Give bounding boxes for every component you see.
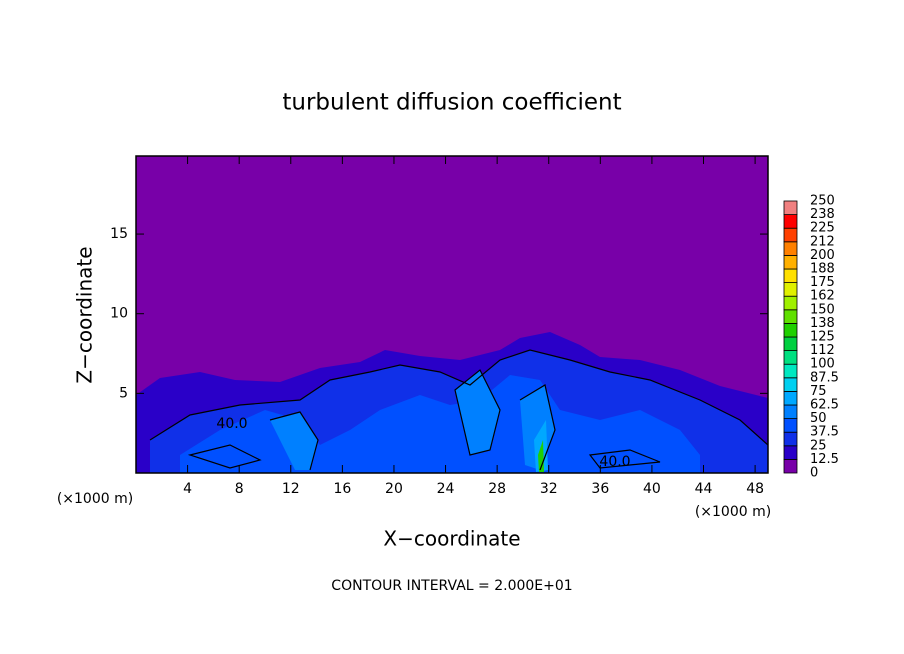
colorbar-label: 87.5 <box>810 370 839 385</box>
x-tick-label: 36 <box>591 481 609 497</box>
colorbar-label: 12.5 <box>810 452 839 467</box>
colorbar-box <box>783 418 798 433</box>
colorbar-label: 162 <box>810 289 835 304</box>
y-tick-label: 10 <box>110 306 128 322</box>
x-tick-label: 28 <box>488 481 506 497</box>
colorbar-label: 175 <box>810 275 835 290</box>
colorbar-label: 50 <box>810 411 827 426</box>
colorbar-box <box>783 254 798 270</box>
field-region <box>270 370 555 470</box>
colorbar-label: 62.5 <box>810 398 839 413</box>
colorbar-label: 212 <box>810 234 835 249</box>
colorbar-label: 200 <box>810 248 835 263</box>
y-axis-label: Z−coordinate <box>73 246 97 383</box>
x-tick-label: 48 <box>746 481 764 497</box>
contour-label: 40.0 <box>216 416 247 432</box>
colorbar-label: 75 <box>810 384 827 399</box>
colorbar-box <box>783 214 798 229</box>
x-tick-label: 24 <box>437 481 455 497</box>
colorbar-box <box>783 268 798 284</box>
colorbar-box <box>783 377 798 392</box>
colorbar-box <box>783 282 798 297</box>
colorbar-label: 37.5 <box>810 425 839 440</box>
colorbar-label: 138 <box>810 316 835 331</box>
y-unit-label: (×1000 m) <box>57 491 133 507</box>
colorbar-box <box>783 241 798 256</box>
x-tick-label: 20 <box>385 481 403 497</box>
colorbar-label: 25 <box>810 438 827 453</box>
colorbar-label: 238 <box>810 207 835 222</box>
field <box>136 332 768 473</box>
colorbar-label: 188 <box>810 262 835 277</box>
colorbar-box <box>783 404 798 420</box>
colorbar-box <box>783 445 798 460</box>
contour-line <box>187 369 661 471</box>
plot-area <box>135 155 769 474</box>
chart-title: turbulent diffusion coefficient <box>282 90 621 116</box>
colorbar-box <box>783 322 798 338</box>
x-tick-label: 44 <box>695 481 713 497</box>
x-tick-label: 4 <box>183 481 192 497</box>
colorbar-label: 112 <box>810 343 835 358</box>
colorbar-box <box>783 431 798 447</box>
colorbar-box <box>783 227 798 243</box>
contour-line <box>149 349 768 446</box>
x-tick-label: 40 <box>643 481 661 497</box>
x-tick-label: 16 <box>333 481 351 497</box>
footer-note: CONTOUR INTERVAL = 2.000E+01 <box>331 578 572 594</box>
colorbar-label: 150 <box>810 302 835 317</box>
plot-frame <box>135 155 769 474</box>
colorbar-label: 250 <box>810 194 835 209</box>
y-tick-label: 5 <box>119 385 128 401</box>
colorbar-box <box>783 309 798 324</box>
colorbar-label: 125 <box>810 330 835 345</box>
colorbar-box <box>783 336 798 352</box>
colorbar-box <box>783 390 798 406</box>
colorbar-box <box>783 363 798 379</box>
colorbar-label: 100 <box>810 357 835 372</box>
contour-label: 40.0 <box>599 454 630 470</box>
x-tick-label: 8 <box>235 481 244 497</box>
x-axis-label: X−coordinate <box>383 527 520 551</box>
colorbar-label: 0 <box>810 466 818 481</box>
colorbar-box <box>783 458 798 474</box>
colorbar-label: 225 <box>810 221 835 236</box>
y-tick-label: 15 <box>110 226 128 242</box>
x-unit-label: (×1000 m) <box>695 504 771 520</box>
colorbar-box <box>783 200 798 216</box>
colorbar-box <box>783 350 798 365</box>
x-tick-label: 12 <box>282 481 300 497</box>
colorbar-box <box>783 295 798 311</box>
x-tick-label: 32 <box>540 481 558 497</box>
